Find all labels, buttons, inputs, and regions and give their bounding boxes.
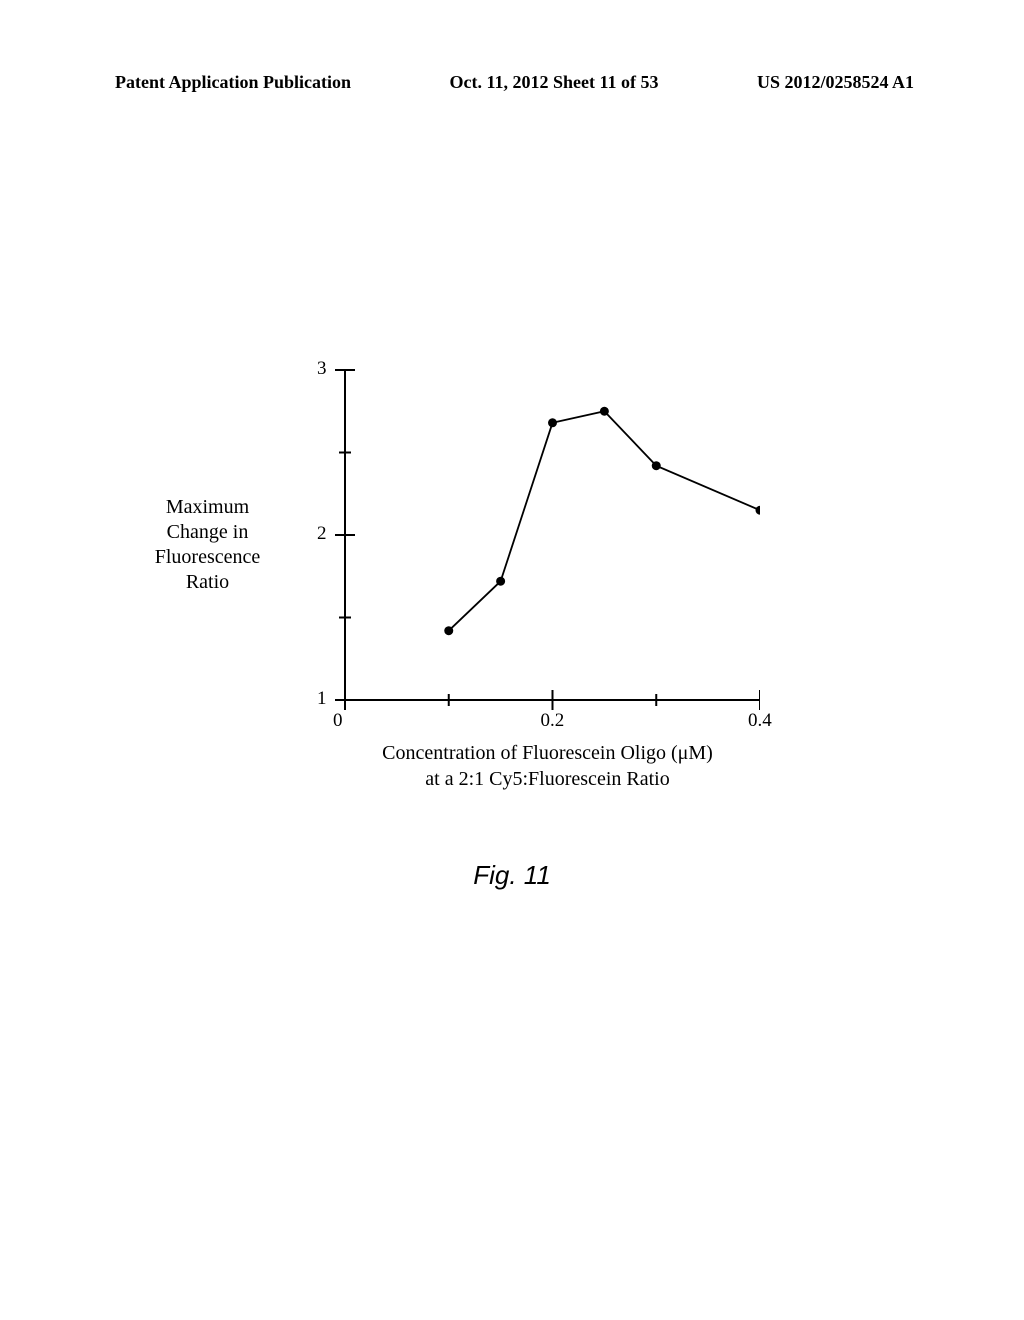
x-axis-title: Concentration of Fluorescein Oligo (μM) … — [310, 740, 785, 792]
figure-caption-text: Fig. 11 — [473, 860, 551, 890]
line-chart — [310, 360, 760, 720]
x-tick-label: 0.2 — [541, 710, 565, 732]
y-tick-label: 1 — [317, 688, 327, 710]
x-tick-label: 0 — [333, 710, 343, 732]
header-right: US 2012/0258524 A1 — [757, 72, 914, 93]
y-axis-title-line4: Ratio — [186, 571, 229, 593]
y-axis-title-line1: Maximum — [166, 496, 249, 518]
chart-svg — [310, 360, 760, 720]
header-center: Oct. 11, 2012 Sheet 11 of 53 — [450, 72, 659, 93]
y-axis-title-line3: Fluorescence — [155, 546, 261, 568]
figure-caption: Fig. 11 — [0, 860, 1024, 891]
x-axis-title-line2: at a 2:1 Cy5:Fluorescein Ratio — [425, 768, 669, 790]
y-axis-title: Maximum Change in Fluorescence Ratio — [120, 495, 295, 595]
y-tick-label: 3 — [317, 358, 327, 380]
x-tick-label: 0.4 — [748, 710, 772, 732]
x-axis-title-line1: Concentration of Fluorescein Oligo (μM) — [382, 742, 713, 764]
y-tick-label: 2 — [317, 523, 327, 545]
header-left: Patent Application Publication — [115, 72, 351, 93]
page-header: Patent Application Publication Oct. 11, … — [0, 72, 1024, 93]
y-axis-title-line2: Change in — [167, 521, 249, 543]
